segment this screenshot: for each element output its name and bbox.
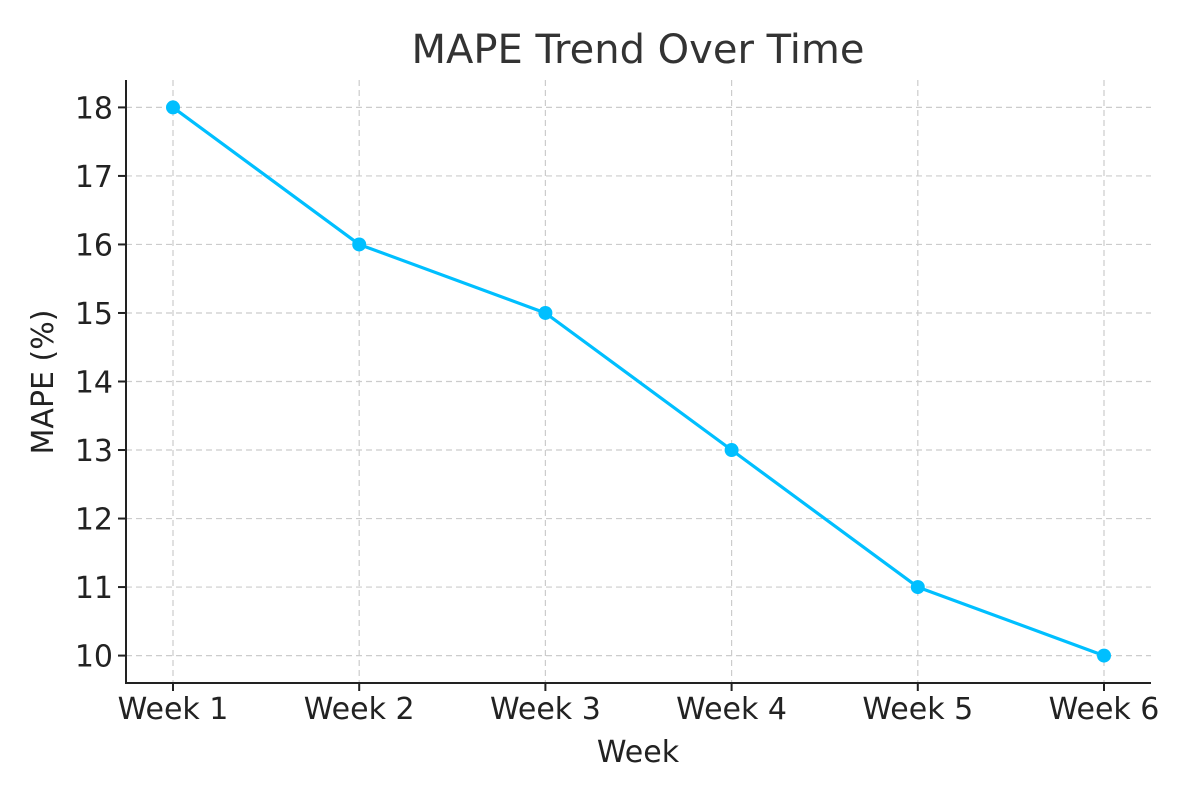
y-tick-label: 10 <box>75 640 113 675</box>
y-tick-label: 13 <box>75 434 113 469</box>
data-point <box>352 237 367 252</box>
chart-title: MAPE Trend Over Time <box>412 27 865 73</box>
data-point <box>1097 648 1111 663</box>
y-tick-label: 15 <box>75 297 113 332</box>
x-tick-label: Week 5 <box>862 692 973 727</box>
y-tick-label: 16 <box>75 228 113 263</box>
y-tick-label: 18 <box>75 91 113 126</box>
series-layer <box>166 100 1111 663</box>
grid-lines <box>126 80 1151 683</box>
data-point <box>166 100 180 115</box>
series-line <box>171 105 1106 658</box>
data-point <box>724 443 739 458</box>
y-axis-ticks: 10 11 12 13 14 15 16 17 18 <box>75 91 126 675</box>
y-axis-label: MAPE (%) <box>26 310 61 455</box>
x-tick-label: Week 1 <box>118 692 229 727</box>
y-tick-label: 17 <box>75 160 113 195</box>
y-tick-label: 12 <box>75 503 113 538</box>
y-tick-label: 14 <box>75 366 113 401</box>
y-tick-label: 11 <box>75 571 113 606</box>
x-axis-label: Week <box>597 735 680 770</box>
x-tick-label: Week 3 <box>490 692 601 727</box>
data-point <box>538 305 553 320</box>
x-axis-ticks: Week 1 Week 2 Week 3 Week 4 Week 5 Week 6 <box>118 683 1160 727</box>
x-tick-label: Week 2 <box>304 692 415 727</box>
data-point <box>910 580 925 595</box>
x-tick-label: Week 6 <box>1049 692 1160 727</box>
x-tick-label: Week 4 <box>676 692 787 727</box>
